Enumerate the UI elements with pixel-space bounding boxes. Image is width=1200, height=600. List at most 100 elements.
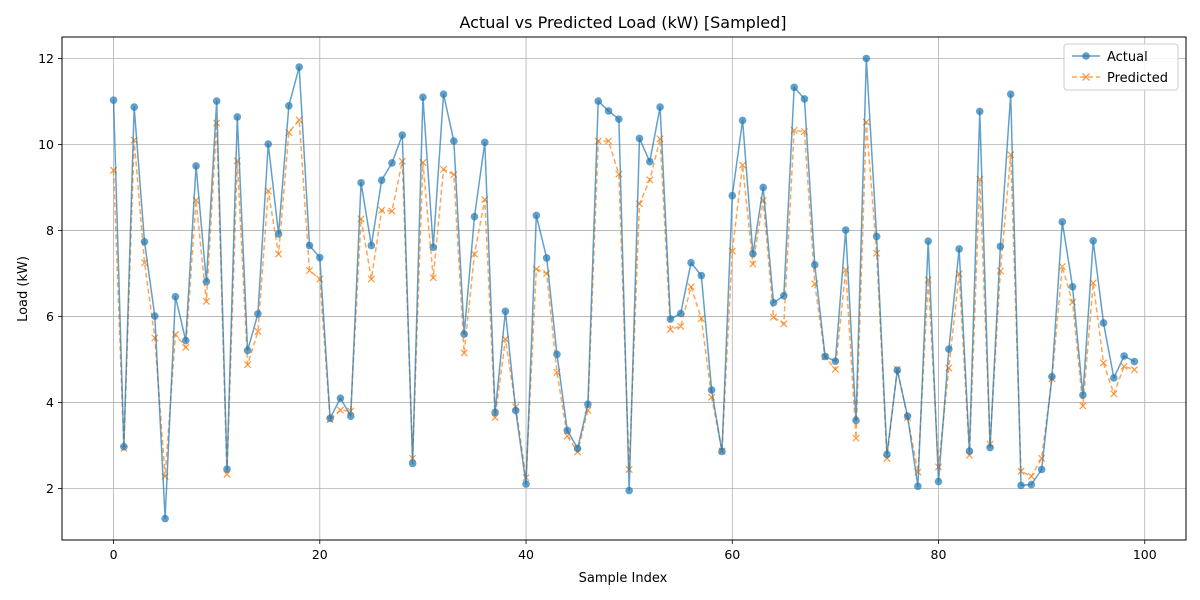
data-point-predicted	[378, 206, 386, 214]
data-point-actual	[1006, 90, 1015, 98]
data-point-actual	[192, 162, 200, 170]
data-point-actual	[656, 103, 664, 111]
y-axis-label: Load (kW)	[16, 256, 31, 322]
data-point-actual	[1120, 352, 1128, 360]
data-point-actual	[914, 482, 922, 491]
data-point-actual	[841, 226, 850, 234]
data-point-predicted	[470, 250, 479, 258]
data-point-actual	[346, 412, 355, 420]
data-point-actual	[821, 352, 829, 361]
y-tick-label: 10	[38, 137, 54, 152]
x-tick-label: 0	[110, 547, 118, 562]
data-point-actual	[759, 183, 768, 192]
data-point-actual	[604, 107, 613, 115]
data-point-predicted	[274, 250, 283, 258]
data-point-actual	[109, 96, 118, 104]
data-point-predicted	[873, 249, 881, 257]
data-point-actual	[1099, 319, 1108, 327]
data-point-actual	[903, 412, 912, 420]
y-tick-label: 12	[38, 51, 54, 66]
data-point-actual	[945, 345, 953, 353]
legend-marker-actual	[1082, 52, 1090, 60]
data-point-actual	[635, 134, 644, 143]
data-point-predicted	[1110, 390, 1118, 398]
data-point-actual	[202, 277, 211, 286]
data-point-actual	[295, 63, 303, 71]
data-point-actual	[388, 159, 396, 167]
data-point-predicted	[738, 161, 747, 169]
x-axis-label: Sample Index	[579, 571, 668, 586]
x-tick-label: 40	[518, 547, 534, 562]
data-point-predicted	[367, 275, 375, 283]
series-line-actual	[112, 57, 1135, 520]
data-point-actual	[573, 444, 582, 453]
data-point-actual	[718, 447, 726, 456]
chart-title: Actual vs Predicted Load (kW) [Sampled]	[459, 13, 786, 32]
data-point-actual	[728, 191, 737, 200]
data-point-predicted	[852, 434, 860, 442]
series-layer	[109, 54, 1139, 523]
data-point-actual	[243, 346, 252, 355]
data-point-actual	[800, 95, 809, 103]
data-point-actual	[687, 258, 695, 267]
y-tick-label: 8	[46, 223, 54, 238]
data-point-actual	[1068, 282, 1077, 291]
data-point-actual	[120, 442, 128, 451]
legend: Actual Predicted	[1063, 43, 1179, 91]
x-tick-label: 80	[931, 547, 947, 562]
data-point-actual	[1027, 480, 1036, 489]
data-point-actual	[532, 211, 541, 220]
data-point-actual	[749, 249, 757, 258]
data-point-predicted	[646, 176, 654, 184]
data-point-actual	[563, 426, 572, 435]
data-point-actual	[254, 310, 262, 318]
data-point-actual	[883, 450, 891, 459]
data-point-actual	[553, 350, 561, 359]
plot-frame	[61, 36, 1187, 541]
data-point-actual	[151, 312, 159, 320]
data-point-actual	[450, 137, 458, 145]
data-point-actual	[697, 271, 706, 280]
data-point-predicted	[666, 325, 675, 333]
data-point-actual	[975, 107, 984, 116]
data-point-predicted	[254, 327, 262, 336]
data-point-predicted	[295, 116, 303, 124]
x-tick-label: 60	[724, 547, 740, 562]
data-point-actual	[480, 138, 489, 147]
data-point-actual	[419, 93, 427, 101]
data-point-predicted	[1079, 402, 1087, 410]
data-point-actual	[439, 90, 448, 98]
data-point-actual	[780, 292, 788, 300]
data-point-predicted	[749, 260, 757, 268]
data-point-actual	[285, 101, 293, 110]
data-point-actual	[1110, 374, 1118, 382]
data-point-predicted	[398, 157, 406, 165]
data-point-actual	[707, 386, 716, 394]
data-point-actual	[645, 157, 654, 166]
data-point-actual	[357, 178, 365, 187]
data-point-actual	[676, 309, 685, 318]
data-point-actual	[738, 116, 747, 125]
data-point-predicted	[151, 334, 159, 342]
data-point-actual	[408, 459, 417, 468]
data-point-actual	[934, 477, 943, 486]
series-actual	[109, 54, 1139, 523]
data-point-actual	[1058, 218, 1067, 226]
data-point-actual	[862, 54, 871, 63]
data-point-predicted	[243, 360, 252, 369]
data-point-actual	[522, 480, 530, 488]
data-point-predicted	[780, 320, 788, 328]
data-point-actual	[511, 406, 520, 415]
data-point-predicted	[460, 349, 468, 357]
data-point-predicted	[429, 274, 437, 282]
legend-label-predicted: Predicted	[1107, 71, 1168, 86]
y-tick-label: 2	[46, 481, 54, 496]
data-point-predicted	[1120, 362, 1128, 370]
data-point-actual	[810, 261, 819, 269]
data-point-actual	[1048, 372, 1056, 381]
legend-marker-predicted	[1082, 73, 1090, 81]
data-point-actual	[491, 408, 499, 417]
data-point-predicted	[1027, 472, 1035, 480]
data-point-predicted	[831, 365, 840, 373]
